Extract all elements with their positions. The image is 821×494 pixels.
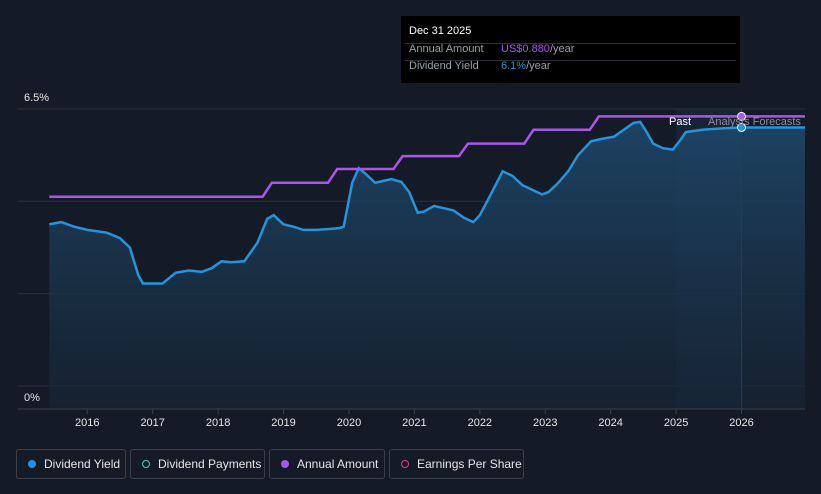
- tooltip-annual-amount-label: Annual Amount: [409, 43, 484, 55]
- x-tick-label: 2022: [468, 417, 492, 429]
- tooltip-dividend-yield-unit: /year: [526, 60, 551, 72]
- legend-earnings-per-share-label: Earnings Per Share: [417, 457, 522, 471]
- x-tick-label: 2016: [75, 417, 99, 429]
- legend-dividend-yield-dot: [28, 460, 36, 468]
- x-tick-label: 2017: [140, 417, 164, 429]
- tooltip-annual-amount-row: Annual Amount US$0.880/year: [409, 43, 574, 55]
- legend-annual-amount[interactable]: Annual Amount: [269, 449, 385, 479]
- dividend-yield-marker: [737, 122, 747, 132]
- tooltip-dividend-yield-value: 6.1%: [501, 60, 527, 72]
- x-tick-label: 2025: [664, 417, 688, 429]
- legend-dividend-payments-label: Dividend Payments: [158, 457, 262, 471]
- x-tick-label: 2020: [337, 417, 361, 429]
- tooltip-dividend-yield-value-wrap: 6.1%/year: [501, 60, 551, 72]
- legend-dividend-payments[interactable]: Dividend Payments: [130, 449, 265, 479]
- x-tick-label: 2019: [271, 417, 295, 429]
- y-tick-label-bottom: 0%: [24, 392, 40, 404]
- x-tick-label: 2018: [206, 417, 230, 429]
- x-tick-label: 2023: [533, 417, 557, 429]
- legend-earnings-per-share[interactable]: Earnings Per Share: [389, 449, 524, 479]
- past-region-label: Past: [669, 116, 691, 128]
- legend-annual-amount-label: Annual Amount: [297, 457, 379, 471]
- legend-earnings-per-share-dot: [401, 460, 409, 468]
- tooltip-divider-2: [405, 60, 736, 61]
- x-tick-label: 2024: [598, 417, 622, 429]
- annual-amount-marker: [737, 111, 747, 121]
- x-tick-label: 2026: [729, 417, 753, 429]
- tooltip-date: Dec 31 2025: [409, 25, 472, 37]
- tooltip-dividend-yield-label: Dividend Yield: [409, 60, 479, 72]
- tooltip-dividend-yield-row: Dividend Yield 6.1%/year: [409, 60, 551, 72]
- tooltip-annual-amount-value-wrap: US$0.880/year: [501, 43, 574, 55]
- hover-tooltip: Dec 31 2025 Annual Amount US$0.880/year …: [401, 16, 740, 83]
- legend-dividend-yield[interactable]: Dividend Yield: [16, 449, 126, 479]
- legend-annual-amount-dot: [281, 460, 289, 468]
- legend-dividend-payments-dot: [142, 460, 150, 468]
- x-axis-ticks: 2016 2017 2018 2019 2020 2021 2022 2023 2024 2025…: [75, 409, 754, 429]
- y-tick-label-top: 6.5%: [24, 92, 49, 104]
- x-tick-label: 2021: [402, 417, 426, 429]
- forecast-region-label: Analysts Forecasts: [708, 116, 801, 128]
- tooltip-annual-amount-value: US$0.880: [501, 43, 550, 55]
- legend-dividend-yield-label: Dividend Yield: [44, 457, 121, 471]
- annual-amount-line: [49, 115, 805, 198]
- tooltip-divider: [405, 43, 736, 44]
- dividend-yield-area: [49, 121, 806, 410]
- dividend-yield-line: [49, 120, 805, 285]
- tooltip-annual-amount-unit: /year: [549, 43, 575, 55]
